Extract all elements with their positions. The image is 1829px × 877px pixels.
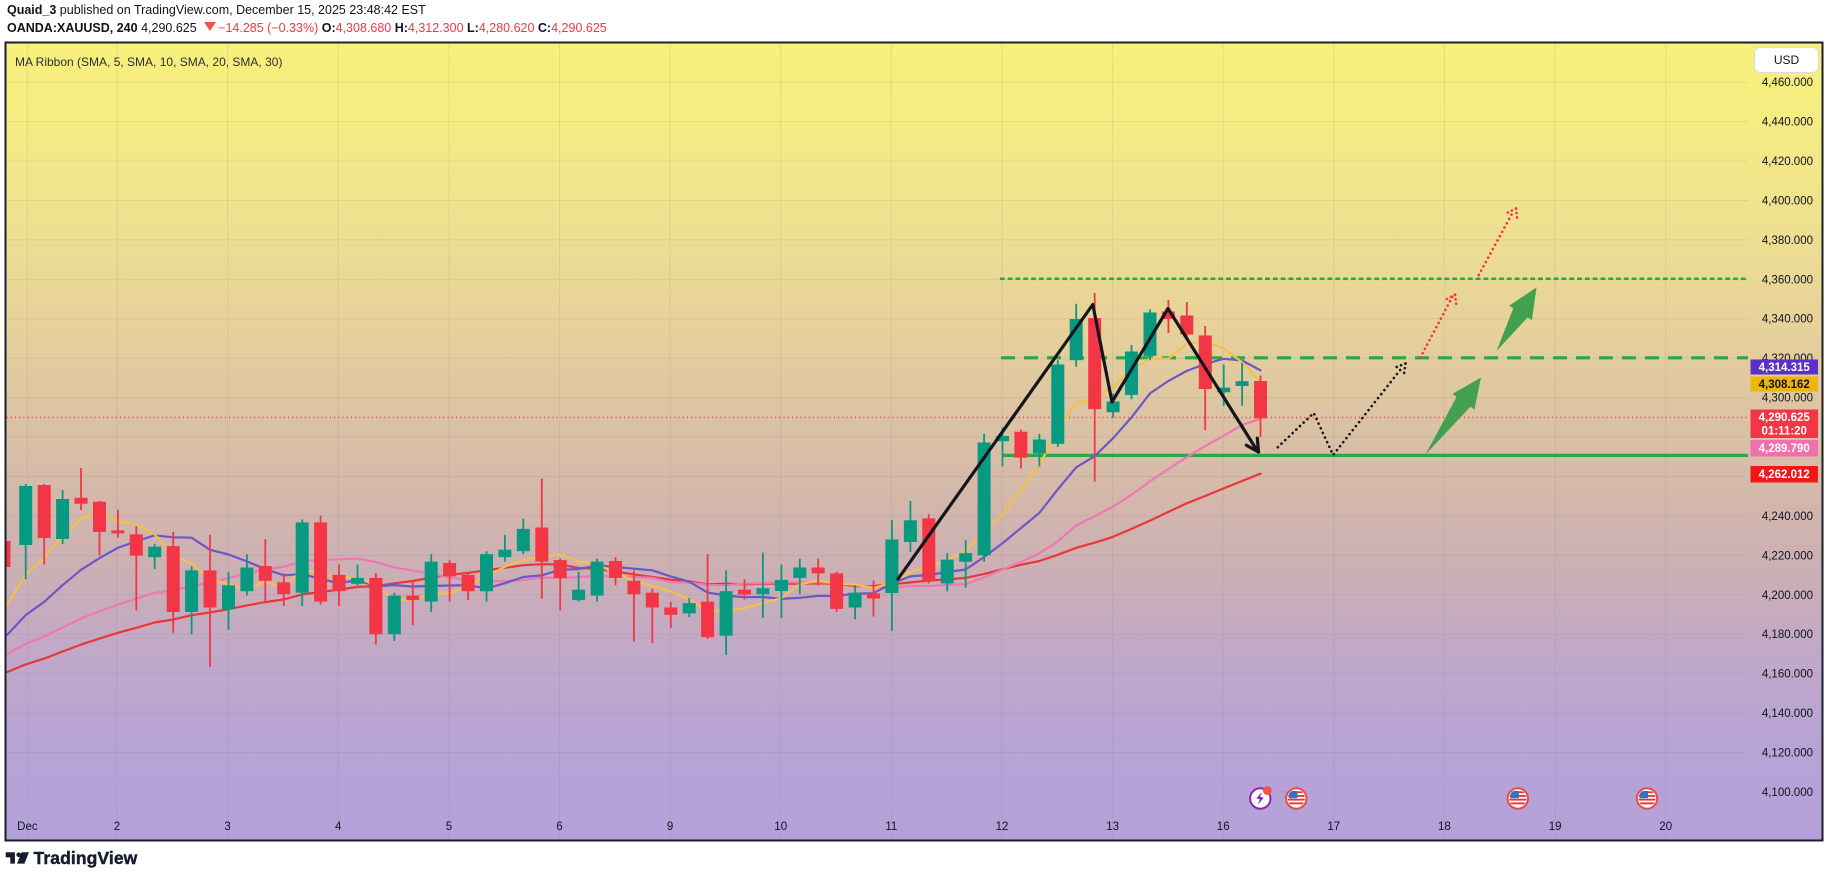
svg-text:4,140.000: 4,140.000 (1762, 708, 1813, 720)
svg-text:17: 17 (1327, 821, 1340, 833)
svg-text:TradingView: TradingView (34, 848, 138, 868)
svg-text:12: 12 (996, 821, 1009, 833)
svg-text:4,340.000: 4,340.000 (1762, 314, 1813, 326)
svg-text:3: 3 (224, 821, 230, 833)
svg-text:4,120.000: 4,120.000 (1762, 748, 1813, 760)
svg-text:2: 2 (114, 821, 120, 833)
svg-text:4,300.000: 4,300.000 (1762, 393, 1813, 405)
svg-text:USD: USD (1774, 53, 1800, 67)
svg-text:9: 9 (667, 821, 673, 833)
svg-text:18: 18 (1438, 821, 1451, 833)
svg-text:4,160.000: 4,160.000 (1762, 669, 1813, 681)
svg-text:4,180.000: 4,180.000 (1762, 629, 1813, 641)
svg-text:4,314.315: 4,314.315 (1759, 362, 1811, 374)
svg-text:4,262.012: 4,262.012 (1759, 469, 1810, 481)
svg-text:4,289.790: 4,289.790 (1759, 443, 1810, 455)
svg-text:11: 11 (885, 821, 897, 833)
svg-text:4,460.000: 4,460.000 (1762, 77, 1813, 89)
svg-text:4,220.000: 4,220.000 (1762, 550, 1813, 562)
svg-text:4,380.000: 4,380.000 (1762, 235, 1813, 247)
svg-text:01:11:20: 01:11:20 (1762, 426, 1807, 438)
svg-text:10: 10 (774, 821, 787, 833)
svg-text:19: 19 (1549, 821, 1562, 833)
svg-text:MA Ribbon (SMA, 5, SMA, 10, SM: MA Ribbon (SMA, 5, SMA, 10, SMA, 20, SMA… (15, 55, 282, 69)
svg-text:4,400.000: 4,400.000 (1762, 196, 1813, 208)
svg-text:4,100.000: 4,100.000 (1762, 787, 1813, 799)
svg-text:16: 16 (1217, 821, 1230, 833)
svg-text:4,290.625: 4,290.625 (1759, 412, 1811, 424)
svg-text:Dec: Dec (17, 821, 38, 833)
svg-text:4,360.000: 4,360.000 (1762, 274, 1813, 286)
svg-text:4,420.000: 4,420.000 (1762, 156, 1813, 168)
svg-text:4,440.000: 4,440.000 (1762, 117, 1813, 129)
svg-text:4,200.000: 4,200.000 (1762, 590, 1813, 602)
svg-text:13: 13 (1106, 821, 1119, 833)
svg-text:6: 6 (556, 821, 562, 833)
svg-text:20: 20 (1659, 821, 1672, 833)
svg-text:4: 4 (335, 821, 342, 833)
svg-text:4,308.162: 4,308.162 (1759, 379, 1810, 391)
svg-text:4,240.000: 4,240.000 (1762, 511, 1813, 523)
svg-text:5: 5 (446, 821, 452, 833)
